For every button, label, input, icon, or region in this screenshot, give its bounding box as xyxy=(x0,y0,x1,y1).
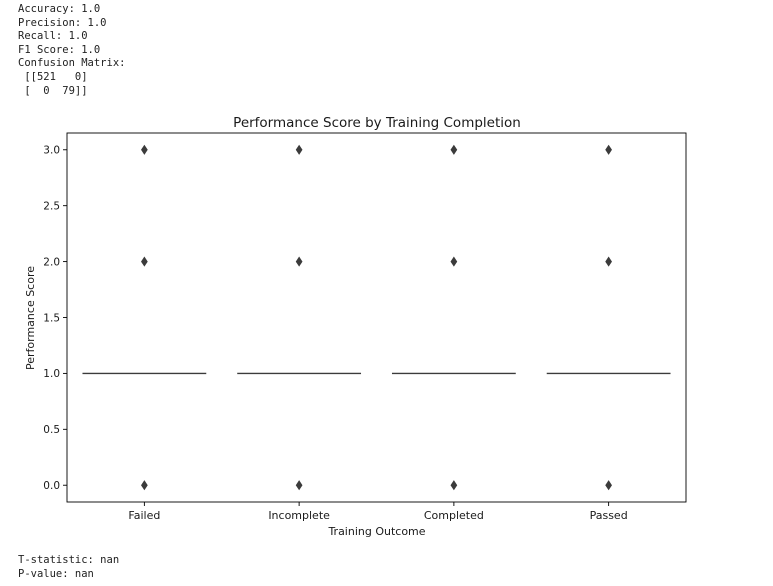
outlier-point xyxy=(605,256,612,267)
outlier-point xyxy=(450,480,458,491)
outlier-point xyxy=(450,256,458,267)
x-tick-label: Passed xyxy=(590,509,628,522)
x-axis-label: Training Outcome xyxy=(327,525,425,538)
y-tick-label: 1.5 xyxy=(43,312,60,324)
f1-line: F1 Score: 1.0 xyxy=(18,43,101,56)
outlier-point xyxy=(141,480,148,491)
plot-frame xyxy=(66,132,687,503)
outlier-point xyxy=(605,480,612,491)
metrics-output: Accuracy: 1.0 Precision: 1.0 Recall: 1.0 F1… xyxy=(18,3,125,98)
outlier-point xyxy=(605,144,612,155)
y-tick-label: 0.5 xyxy=(43,424,60,436)
outlier-point xyxy=(141,256,148,267)
y-tick-label: 2.0 xyxy=(43,256,60,268)
x-tick-label: Incomplete xyxy=(268,509,330,522)
y-axis: 0.0 0.5 1.0 1.5 2.0 2.5 3.0 xyxy=(43,145,67,492)
recall-line: Recall: 1.0 xyxy=(18,30,88,43)
confusion-matrix-row-2: [ 0 79]] xyxy=(18,84,88,97)
outlier-point xyxy=(295,256,303,267)
x-axis: Failed Incomplete Completed Passed xyxy=(128,502,628,522)
ttest-output: T-statistic: nan P-value: nan xyxy=(18,554,119,581)
y-tick-label: 3.0 xyxy=(43,145,60,157)
y-tick-label: 2.5 xyxy=(43,200,60,212)
outlier-point xyxy=(450,144,458,155)
p-value-line: P-value: nan xyxy=(18,567,94,580)
plot-marks xyxy=(82,144,671,491)
y-tick-label: 0.0 xyxy=(43,480,60,492)
confusion-matrix-row-1: [[521 0] xyxy=(18,70,88,83)
outlier-point xyxy=(295,480,303,491)
accuracy-line: Accuracy: 1.0 xyxy=(18,3,101,15)
y-tick-label: 1.0 xyxy=(43,368,60,380)
precision-line: Precision: 1.0 xyxy=(18,16,107,29)
outlier-point xyxy=(141,144,148,155)
t-statistic-line: T-statistic: nan xyxy=(18,554,120,566)
y-axis-label: Performance Score xyxy=(24,266,37,370)
x-tick-label: Failed xyxy=(128,509,160,522)
outlier-point xyxy=(295,144,303,155)
chart-title: Performance Score by Training Completion xyxy=(233,115,521,131)
x-tick-label: Completed xyxy=(424,509,484,522)
confusion-matrix-label: Confusion Matrix: xyxy=(18,57,126,70)
